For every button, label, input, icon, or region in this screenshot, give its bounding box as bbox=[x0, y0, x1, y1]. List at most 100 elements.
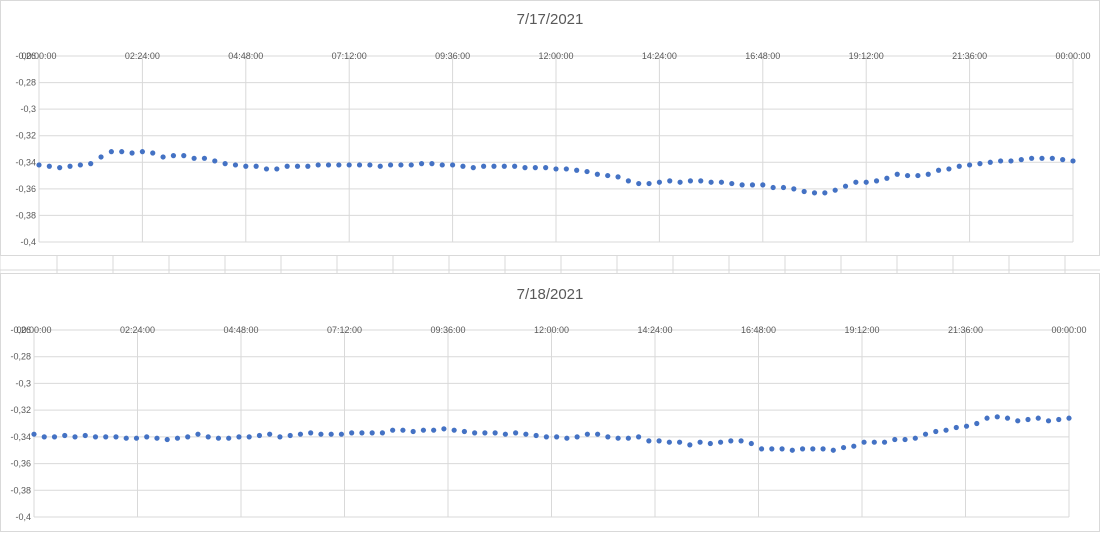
x-tick-label: 09:36:00 bbox=[435, 51, 470, 61]
x-tick-label: 21:36:00 bbox=[948, 325, 983, 335]
data-point bbox=[718, 179, 725, 185]
data-point bbox=[108, 149, 114, 155]
data-point bbox=[226, 435, 232, 441]
data-point bbox=[328, 431, 334, 437]
data-point bbox=[387, 162, 394, 168]
x-tick-label: 14:24:00 bbox=[637, 325, 672, 335]
data-point bbox=[502, 431, 508, 437]
data-point bbox=[57, 165, 63, 171]
chart-7-18-2021[interactable]: 7/18/2021 -0,26 -0,28 -0,3 -0,32 -0,34 -0,36-… bbox=[0, 273, 1100, 532]
x-tick-label: 12:00:00 bbox=[534, 325, 569, 335]
x-tick-label: 00:00:00 bbox=[16, 325, 51, 335]
data-point bbox=[31, 431, 37, 437]
x-tick-label: 02:24:00 bbox=[125, 51, 160, 61]
data-point bbox=[439, 162, 445, 168]
data-point bbox=[160, 154, 166, 160]
chart-title: 7/17/2021 bbox=[516, 11, 584, 28]
data-point bbox=[129, 150, 135, 156]
data-point bbox=[513, 430, 519, 436]
data-point bbox=[594, 171, 600, 177]
data-point bbox=[205, 434, 211, 440]
data-point bbox=[133, 435, 140, 441]
data-point bbox=[522, 165, 528, 171]
data-point bbox=[1056, 416, 1062, 423]
data-point bbox=[625, 178, 631, 184]
data-point bbox=[728, 438, 734, 444]
data-point bbox=[698, 178, 704, 184]
data-point bbox=[749, 182, 756, 188]
x-tick-label: 19:12:00 bbox=[849, 51, 884, 61]
data-point bbox=[318, 431, 324, 437]
data-point bbox=[842, 183, 849, 189]
data-point bbox=[470, 165, 476, 171]
data-point bbox=[472, 430, 478, 436]
data-point bbox=[729, 180, 735, 187]
data-point bbox=[336, 162, 342, 168]
y-tick-label: -0,34 bbox=[15, 157, 36, 167]
data-point bbox=[181, 153, 187, 159]
data-point bbox=[615, 435, 621, 441]
data-point bbox=[77, 162, 83, 168]
data-point bbox=[840, 444, 847, 451]
data-point bbox=[400, 427, 406, 433]
data-point bbox=[46, 163, 52, 169]
data-point bbox=[482, 430, 488, 436]
data-point bbox=[92, 434, 99, 440]
data-point bbox=[195, 431, 201, 437]
data-point bbox=[308, 430, 314, 436]
y-tick-label: -0,4 bbox=[15, 512, 31, 522]
data-point bbox=[201, 155, 208, 161]
data-point bbox=[139, 149, 145, 155]
data-point bbox=[922, 431, 929, 437]
data-point bbox=[1066, 415, 1072, 421]
data-point bbox=[51, 434, 58, 440]
data-point bbox=[646, 438, 652, 444]
data-point bbox=[123, 435, 129, 441]
data-point bbox=[263, 166, 270, 172]
y-tick-label: -0,38 bbox=[10, 485, 31, 495]
data-point bbox=[946, 166, 952, 172]
data-point bbox=[1070, 158, 1076, 164]
chart-7-17-2021[interactable]: 7/17/2021 -0,26 -0,28 -0,3 -0,32 -0,34 -0,36-… bbox=[0, 0, 1100, 256]
data-point bbox=[236, 434, 242, 440]
data-point bbox=[881, 439, 888, 445]
data-point bbox=[113, 434, 119, 440]
y-tick-label: -0,34 bbox=[10, 432, 31, 442]
data-point bbox=[36, 162, 42, 168]
data-point bbox=[987, 159, 993, 165]
data-point bbox=[253, 163, 259, 169]
data-point bbox=[656, 438, 662, 444]
data-point bbox=[72, 434, 78, 440]
data-point bbox=[359, 430, 365, 436]
data-point bbox=[420, 427, 427, 433]
x-tick-label: 19:12:00 bbox=[844, 325, 879, 335]
data-point bbox=[801, 188, 807, 195]
data-point bbox=[799, 446, 806, 452]
y-tick-label: -0,38 bbox=[15, 210, 36, 220]
data-point bbox=[512, 163, 518, 169]
data-point bbox=[325, 162, 332, 168]
data-point bbox=[963, 423, 970, 429]
data-point bbox=[943, 427, 949, 433]
y-tick-label: -0,32 bbox=[15, 131, 36, 141]
data-point bbox=[144, 434, 150, 440]
x-tick-label: 16:48:00 bbox=[741, 325, 776, 335]
y-tick-label: -0,28 bbox=[10, 352, 31, 362]
y-tick-label: -0,26 bbox=[10, 325, 31, 335]
y-tick-label: -0,32 bbox=[10, 405, 31, 415]
y-tick-label: -0,3 bbox=[20, 104, 36, 114]
data-point bbox=[904, 172, 911, 179]
data-point bbox=[760, 182, 766, 188]
data-point bbox=[346, 162, 352, 168]
data-point bbox=[967, 162, 973, 168]
data-point bbox=[994, 414, 1000, 420]
data-point bbox=[222, 161, 228, 167]
data-point bbox=[398, 162, 404, 168]
data-point bbox=[1015, 418, 1021, 424]
data-point bbox=[697, 439, 703, 445]
data-point bbox=[410, 428, 416, 435]
data-point bbox=[884, 175, 890, 181]
data-point bbox=[956, 163, 962, 169]
data-point bbox=[62, 432, 68, 439]
data-point bbox=[523, 431, 529, 437]
